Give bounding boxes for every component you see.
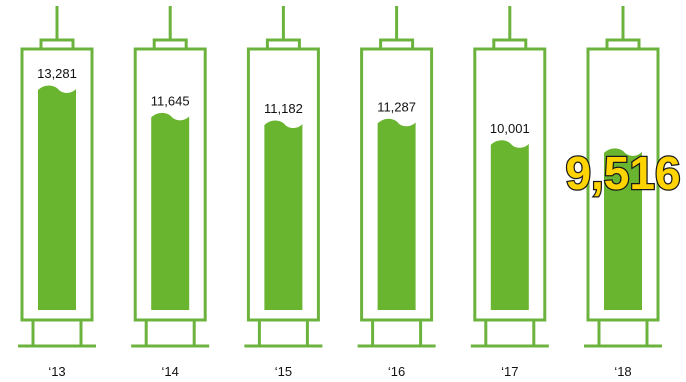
highlight-value-label: 9,516 <box>565 147 680 199</box>
bar-value-label: 11,287 <box>377 99 416 114</box>
syringe-bar <box>244 6 323 348</box>
syringe-plunger <box>371 318 423 348</box>
bar-liquid <box>604 148 642 310</box>
syringe-plunger <box>484 318 536 348</box>
syringe-plunger <box>31 318 83 348</box>
bar-value-label: 11,645 <box>151 93 190 108</box>
syringe-bar <box>584 6 662 348</box>
bar-liquid <box>151 112 190 310</box>
bar-liquid <box>38 85 76 310</box>
category-label: ‘15 <box>275 364 292 379</box>
value-labels: 13,281 11,645 11,182 11,287 10,001 9,516 <box>37 66 682 200</box>
syringe-bars <box>18 6 662 348</box>
syringe-bar <box>131 6 210 348</box>
syringe-bar <box>470 6 549 348</box>
syringe-plunger <box>144 318 196 348</box>
bar-liquid <box>377 118 416 310</box>
bar-value-label: 13,281 <box>37 66 77 81</box>
syringe-plunger <box>257 318 309 348</box>
bar-liquid <box>264 120 303 310</box>
syringe-bar <box>357 6 436 348</box>
bar-value-label: 11,182 <box>264 101 303 116</box>
category-labels: ‘13 ‘14 ‘15 ‘16 ‘17 ‘18 <box>48 364 631 379</box>
syringe-plunger <box>597 318 649 348</box>
syringe-bar <box>18 6 96 348</box>
bar-liquid <box>490 140 529 310</box>
category-label: ‘14 <box>162 364 179 379</box>
category-label: ‘17 <box>501 364 518 379</box>
category-label: ‘13 <box>48 364 65 379</box>
category-label: ‘18 <box>614 364 631 379</box>
category-label: ‘16 <box>388 364 405 379</box>
bar-value-label: 10,001 <box>490 121 530 136</box>
